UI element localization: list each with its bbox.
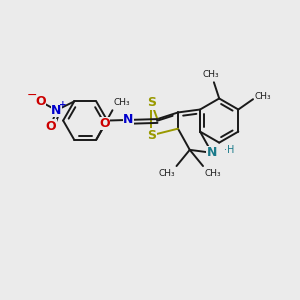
Text: N: N — [123, 113, 134, 126]
Text: +: + — [59, 100, 67, 109]
Text: O: O — [35, 95, 46, 108]
Text: N: N — [51, 104, 62, 117]
Text: O: O — [100, 117, 110, 130]
Text: O: O — [45, 120, 56, 133]
Text: S: S — [147, 129, 156, 142]
Text: CH₃: CH₃ — [114, 98, 130, 107]
Text: N: N — [207, 146, 217, 159]
Text: CH₃: CH₃ — [205, 169, 221, 178]
Text: CH₃: CH₃ — [202, 70, 219, 79]
Text: −: − — [26, 89, 37, 102]
Text: CH₃: CH₃ — [254, 92, 271, 101]
Text: CH₃: CH₃ — [158, 169, 175, 178]
Text: ·H: ·H — [224, 146, 235, 155]
Text: S: S — [147, 96, 156, 110]
